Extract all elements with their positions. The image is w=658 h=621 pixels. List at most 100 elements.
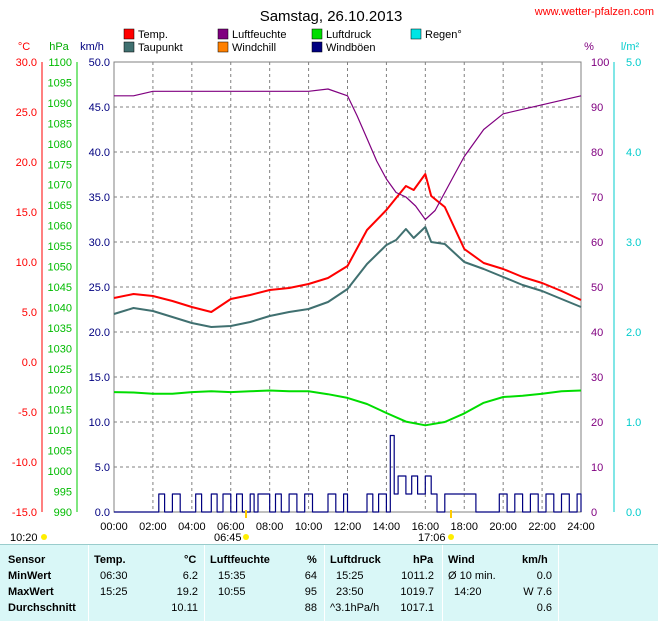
row-label: Durchschnitt xyxy=(8,602,76,614)
wind-tick-label: 45.0 xyxy=(89,102,110,114)
header-humidity-unit: % xyxy=(307,554,317,566)
series-line-temp- xyxy=(113,173,582,313)
chart-title: Samstag, 26.10.2013 xyxy=(260,8,403,25)
legend-swatch xyxy=(123,41,135,53)
temp-tick-label: 15.0 xyxy=(16,207,37,219)
wind-tick-label: 20.0 xyxy=(89,327,110,339)
temp-tick-label: -5.0 xyxy=(18,407,37,419)
pressure-tick-label: 995 xyxy=(54,487,72,499)
header-temp-unit: °C xyxy=(184,554,197,566)
humidity-tick-label: 70 xyxy=(591,192,603,204)
humidity-time: 15:35 xyxy=(218,570,246,582)
legend-label: Temp. xyxy=(138,29,168,41)
legend-label: Windchill xyxy=(232,42,276,54)
pressure-tick-label: 1095 xyxy=(48,77,72,89)
pressure-tick-label: 1015 xyxy=(48,405,72,417)
series-line-windb-en xyxy=(114,434,582,513)
rain-unit: l/m² xyxy=(621,41,640,53)
temp-tick-label: 25.0 xyxy=(16,107,37,119)
x-tick-label: 08:00 xyxy=(256,521,284,533)
rain-tick-label: 2.0 xyxy=(626,327,641,339)
wind-tick-label: 15.0 xyxy=(89,372,110,384)
wind-value: 0.6 xyxy=(536,602,552,614)
col-divider xyxy=(88,545,89,621)
wind-value: W 7.6 xyxy=(523,586,552,598)
humidity-time: 10:55 xyxy=(218,586,246,598)
humidity-tick-label: 20 xyxy=(591,417,603,429)
sun-icon xyxy=(448,534,454,540)
x-tick-label: 12:00 xyxy=(334,521,362,533)
temp-tick-label: 10.0 xyxy=(16,257,37,269)
x-tick-label: 04:00 xyxy=(178,521,206,533)
temp-tick-label: -15.0 xyxy=(12,507,37,519)
temp-unit: °C xyxy=(18,41,30,53)
header-wind-unit: km/h xyxy=(522,554,548,566)
sunset-label: 17:06 xyxy=(418,532,446,544)
temp-tick-label: 5.0 xyxy=(22,307,37,319)
wind-value: 0.0 xyxy=(536,570,552,582)
pressure-tick-label: 1055 xyxy=(48,241,72,253)
legend-swatch xyxy=(217,28,229,40)
col-divider xyxy=(442,545,443,621)
legend-swatch xyxy=(217,41,229,53)
row-label: MinWert xyxy=(8,570,52,582)
humidity-tick-label: 80 xyxy=(591,147,603,159)
sunrise-label: 06:45 xyxy=(214,532,242,544)
header-pressure-unit: hPa xyxy=(413,554,434,566)
legend-swatch xyxy=(311,28,323,40)
pressure-tick-label: 1085 xyxy=(48,118,72,130)
pressure-tick-label: 1065 xyxy=(48,200,72,212)
legend-label: Luftfeuchte xyxy=(232,29,286,41)
col-divider xyxy=(558,545,559,621)
stats-table: Sensor Temp. °C Luftfeuchte % Luftdruck … xyxy=(0,544,658,621)
pressure-tick-label: 1020 xyxy=(48,384,72,396)
x-tick-label: 00:00 xyxy=(100,521,128,533)
pressure-tick-label: 1075 xyxy=(48,159,72,171)
temp-tick-label: 20.0 xyxy=(16,157,37,169)
pressure-tick-label: 1040 xyxy=(48,302,72,314)
site-link[interactable]: www.wetter-pfalzen.com xyxy=(534,6,654,18)
header-sensor: Sensor xyxy=(8,554,46,566)
legend-label: Luftdruck xyxy=(326,29,372,41)
rain-tick-label: 1.0 xyxy=(626,417,641,429)
pressure-value: 1017.1 xyxy=(400,602,434,614)
legend-label: Regen° xyxy=(425,29,462,41)
grid xyxy=(113,61,582,513)
header-wind: Wind xyxy=(448,554,475,566)
wind-tick-label: 25.0 xyxy=(89,282,110,294)
legend-label: Windböen xyxy=(326,42,376,54)
pressure-tick-label: 1050 xyxy=(48,262,72,274)
wind-tick-label: 35.0 xyxy=(89,192,110,204)
x-tick-label: 14:00 xyxy=(373,521,401,533)
pressure-trend: ^3.1hPa/h xyxy=(330,602,380,614)
pressure-time: 15:25 xyxy=(336,570,364,582)
pressure-value: 1019.7 xyxy=(400,586,434,598)
wind-tick-label: 50.0 xyxy=(89,57,110,69)
pressure-tick-label: 1080 xyxy=(48,139,72,151)
pressure-tick-label: 1030 xyxy=(48,343,72,355)
humidity-unit: % xyxy=(584,41,594,53)
humidity-value: 64 xyxy=(304,570,317,582)
col-divider xyxy=(324,545,325,621)
x-tick-label: 16:00 xyxy=(412,521,440,533)
legend-swatch xyxy=(123,28,135,40)
wind-time: Ø 10 min. xyxy=(448,570,496,582)
pressure-tick-label: 1010 xyxy=(48,425,72,437)
rain-tick-label: 3.0 xyxy=(626,237,641,249)
legend-label: Taupunkt xyxy=(138,42,183,54)
x-tick-label: 06:00 xyxy=(217,521,245,533)
temp-tick-label: 30.0 xyxy=(16,57,37,69)
wind-tick-label: 0.0 xyxy=(95,507,110,519)
pressure-time: 23:50 xyxy=(336,586,364,598)
legend: Temp. Luftfeuchte Luftdruck Regen° Taupunkt W… xyxy=(123,28,462,54)
temp-tick-label: 0.0 xyxy=(22,357,37,369)
x-tick-label: 20:00 xyxy=(489,521,517,533)
wind-tick-label: 10.0 xyxy=(89,417,110,429)
series-line-luftfeuchte xyxy=(114,88,582,221)
header-humidity: Luftfeuchte xyxy=(210,554,270,566)
pressure-tick-label: 1025 xyxy=(48,364,72,376)
humidity-tick-label: 0 xyxy=(591,507,597,519)
sun-markers: 10:20 06:45 17:06 xyxy=(10,510,454,544)
col-divider xyxy=(204,545,205,621)
header-temp: Temp. xyxy=(94,554,126,566)
